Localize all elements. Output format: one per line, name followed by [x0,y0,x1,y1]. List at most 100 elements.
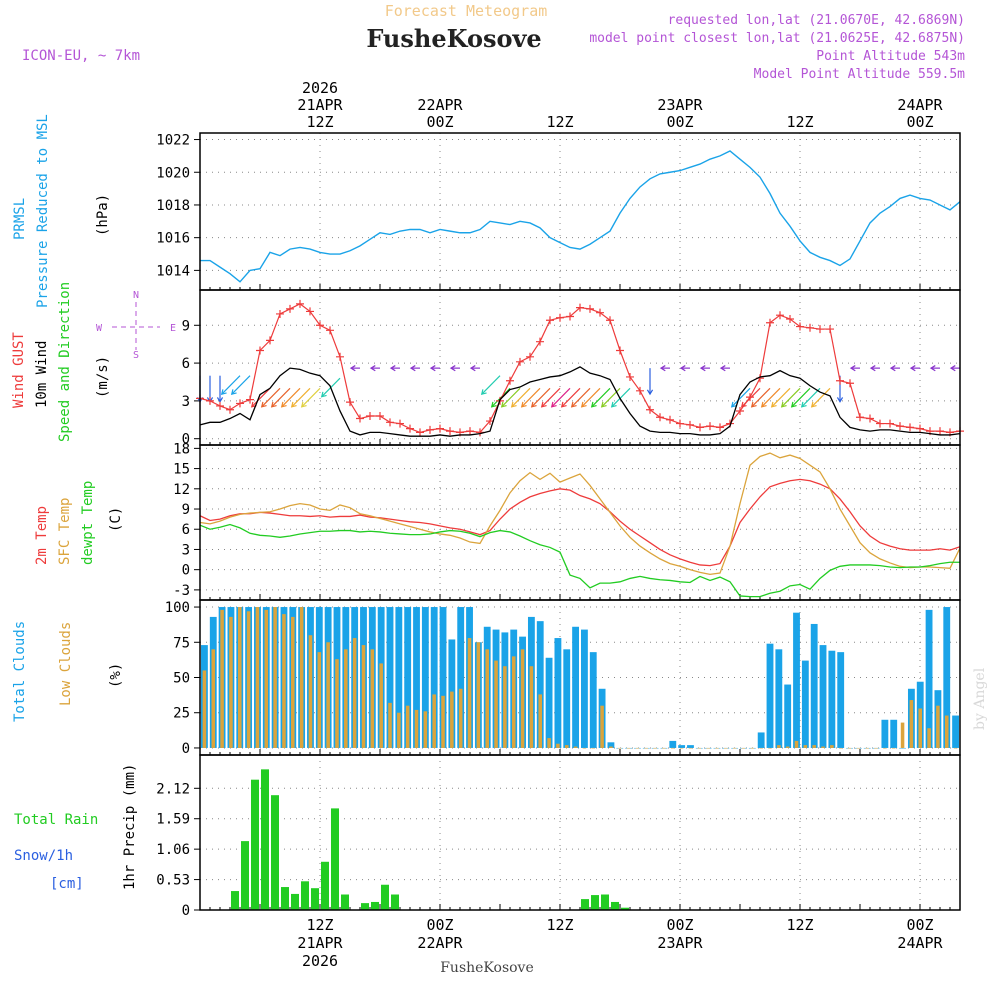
gust-point [556,313,564,322]
compass-n: N [133,290,139,301]
wind-arrow-head [699,365,706,372]
y-tick-label: 6 [182,356,190,372]
gust-point [826,325,834,334]
wind-arrow [261,387,281,408]
gust-point [806,323,814,332]
total-cloud-bar [890,719,898,748]
total-cloud-bar [457,607,465,748]
precip-bar [271,795,279,910]
wind-arrow-head [790,401,797,408]
pressure-labels: PRMSL Pressure Reduced to MSL (hPa) [12,114,111,308]
gust-point [846,379,854,388]
wind-arrow-head [760,401,767,408]
closest-coords: model point closest lon,lat (21.0625E, 4… [589,31,965,46]
wind-arrow-head [580,401,587,408]
wind-arrow [271,387,291,408]
low-cloud-bar [405,705,410,748]
compass-w: W [96,323,103,334]
wind-arrow-head [590,401,597,408]
low-cloud-bar [830,745,834,748]
temp-sfc-label: SFC Temp [57,498,73,565]
low-cloud-bar [662,747,666,749]
wind-arrow-head [490,401,497,408]
credit-watermark: by Angel [972,667,988,730]
low-cloud-bar [511,656,516,748]
wind-arrow [811,387,831,408]
low-cloud-bar [777,745,781,748]
precip-bar [581,899,589,910]
low-cloud-bar [476,642,481,748]
wind-arrow [801,387,821,408]
low-cloud-bar [282,614,286,748]
low-cloud-bar [865,747,869,749]
top-time-label: 24APR [897,96,943,114]
total-cloud-bar [430,607,438,748]
gust-point [686,420,694,429]
wind-arrow-head [659,365,666,372]
top-time-label: 21APR [297,96,343,114]
top-time-label: 00Z [666,113,693,131]
temp-unit: (C) [108,507,124,532]
low-cloud-bar [432,694,436,748]
bottom-time-label: 12Z [306,916,333,934]
low-cloud-bar [538,694,542,748]
precip-bar [391,894,399,910]
pressure-label-long: Pressure Reduced to MSL [35,114,51,308]
low-cloud-bar [520,649,525,748]
bottom-time-label: 00Z [426,916,453,934]
low-clouds-label: Low Clouds [58,622,74,706]
wind-arrow [231,375,251,395]
low-cloud-bar [856,747,861,749]
wind-arrow-head [429,365,436,372]
plot-layer: 101410161018102010220369-303691215180255… [156,79,964,970]
gust-point [936,427,944,436]
wind-arrow [531,387,551,408]
gust-point [566,312,574,321]
wind-arrow-head [260,401,267,408]
y-tick-label: 0 [182,903,190,919]
wind-arrow-head [216,397,224,403]
wind-labels: Wind GUST 10m Wind Speed and Direction (… [11,282,176,442]
precip-bar [381,884,389,910]
total-cloud-bar [766,643,774,748]
bottom-time-label: 2026 [302,952,338,970]
wind-arrow-head [600,401,607,408]
y-tick-label: 100 [165,600,190,616]
low-cloud-bar [883,747,887,749]
total-cloud-bar [669,740,677,748]
gust-point [886,419,894,428]
total-cloud-bar [925,609,933,748]
low-cloud-bar [335,659,339,748]
low-cloud-bar [741,747,746,749]
total-cloud-bar [810,623,818,748]
wind-arrow-head [679,365,686,372]
gust-point [246,395,254,404]
low-cloud-bar [909,700,914,748]
y-tick-label: 3 [182,542,190,558]
low-cloud-bar [379,663,383,748]
bottom-time-label: 12Z [786,916,813,934]
low-cloud-bar [750,747,755,749]
bottom-time-label: 24APR [897,934,943,952]
low-cloud-bar [759,747,763,749]
y-tick-label: 1022 [156,133,190,149]
clouds-labels: Total Clouds Low Clouds (%) [12,621,124,722]
gust-point [216,401,224,410]
wind-arrow-head [849,365,856,372]
low-cloud-bar [291,616,295,748]
precip-bar [301,881,309,910]
requested-coords: requested lon,lat (21.0670E, 42.6869N) [668,13,965,28]
wind-arrow-head [290,401,297,408]
wind-arrow [541,387,561,408]
total-cloud-bar [687,745,694,748]
low-cloud-bar [238,607,242,748]
low-cloud-bar [724,747,728,749]
total-cloud-bar [881,719,889,748]
wind-arrow [571,387,591,408]
gust-point [256,346,264,355]
bottom-time-label: 00Z [666,916,693,934]
wind-arrow-head [449,365,456,372]
total-clouds-label: Total Clouds [12,621,28,722]
low-cloud-bar [352,638,357,748]
y-tick-label: 15 [173,462,190,478]
